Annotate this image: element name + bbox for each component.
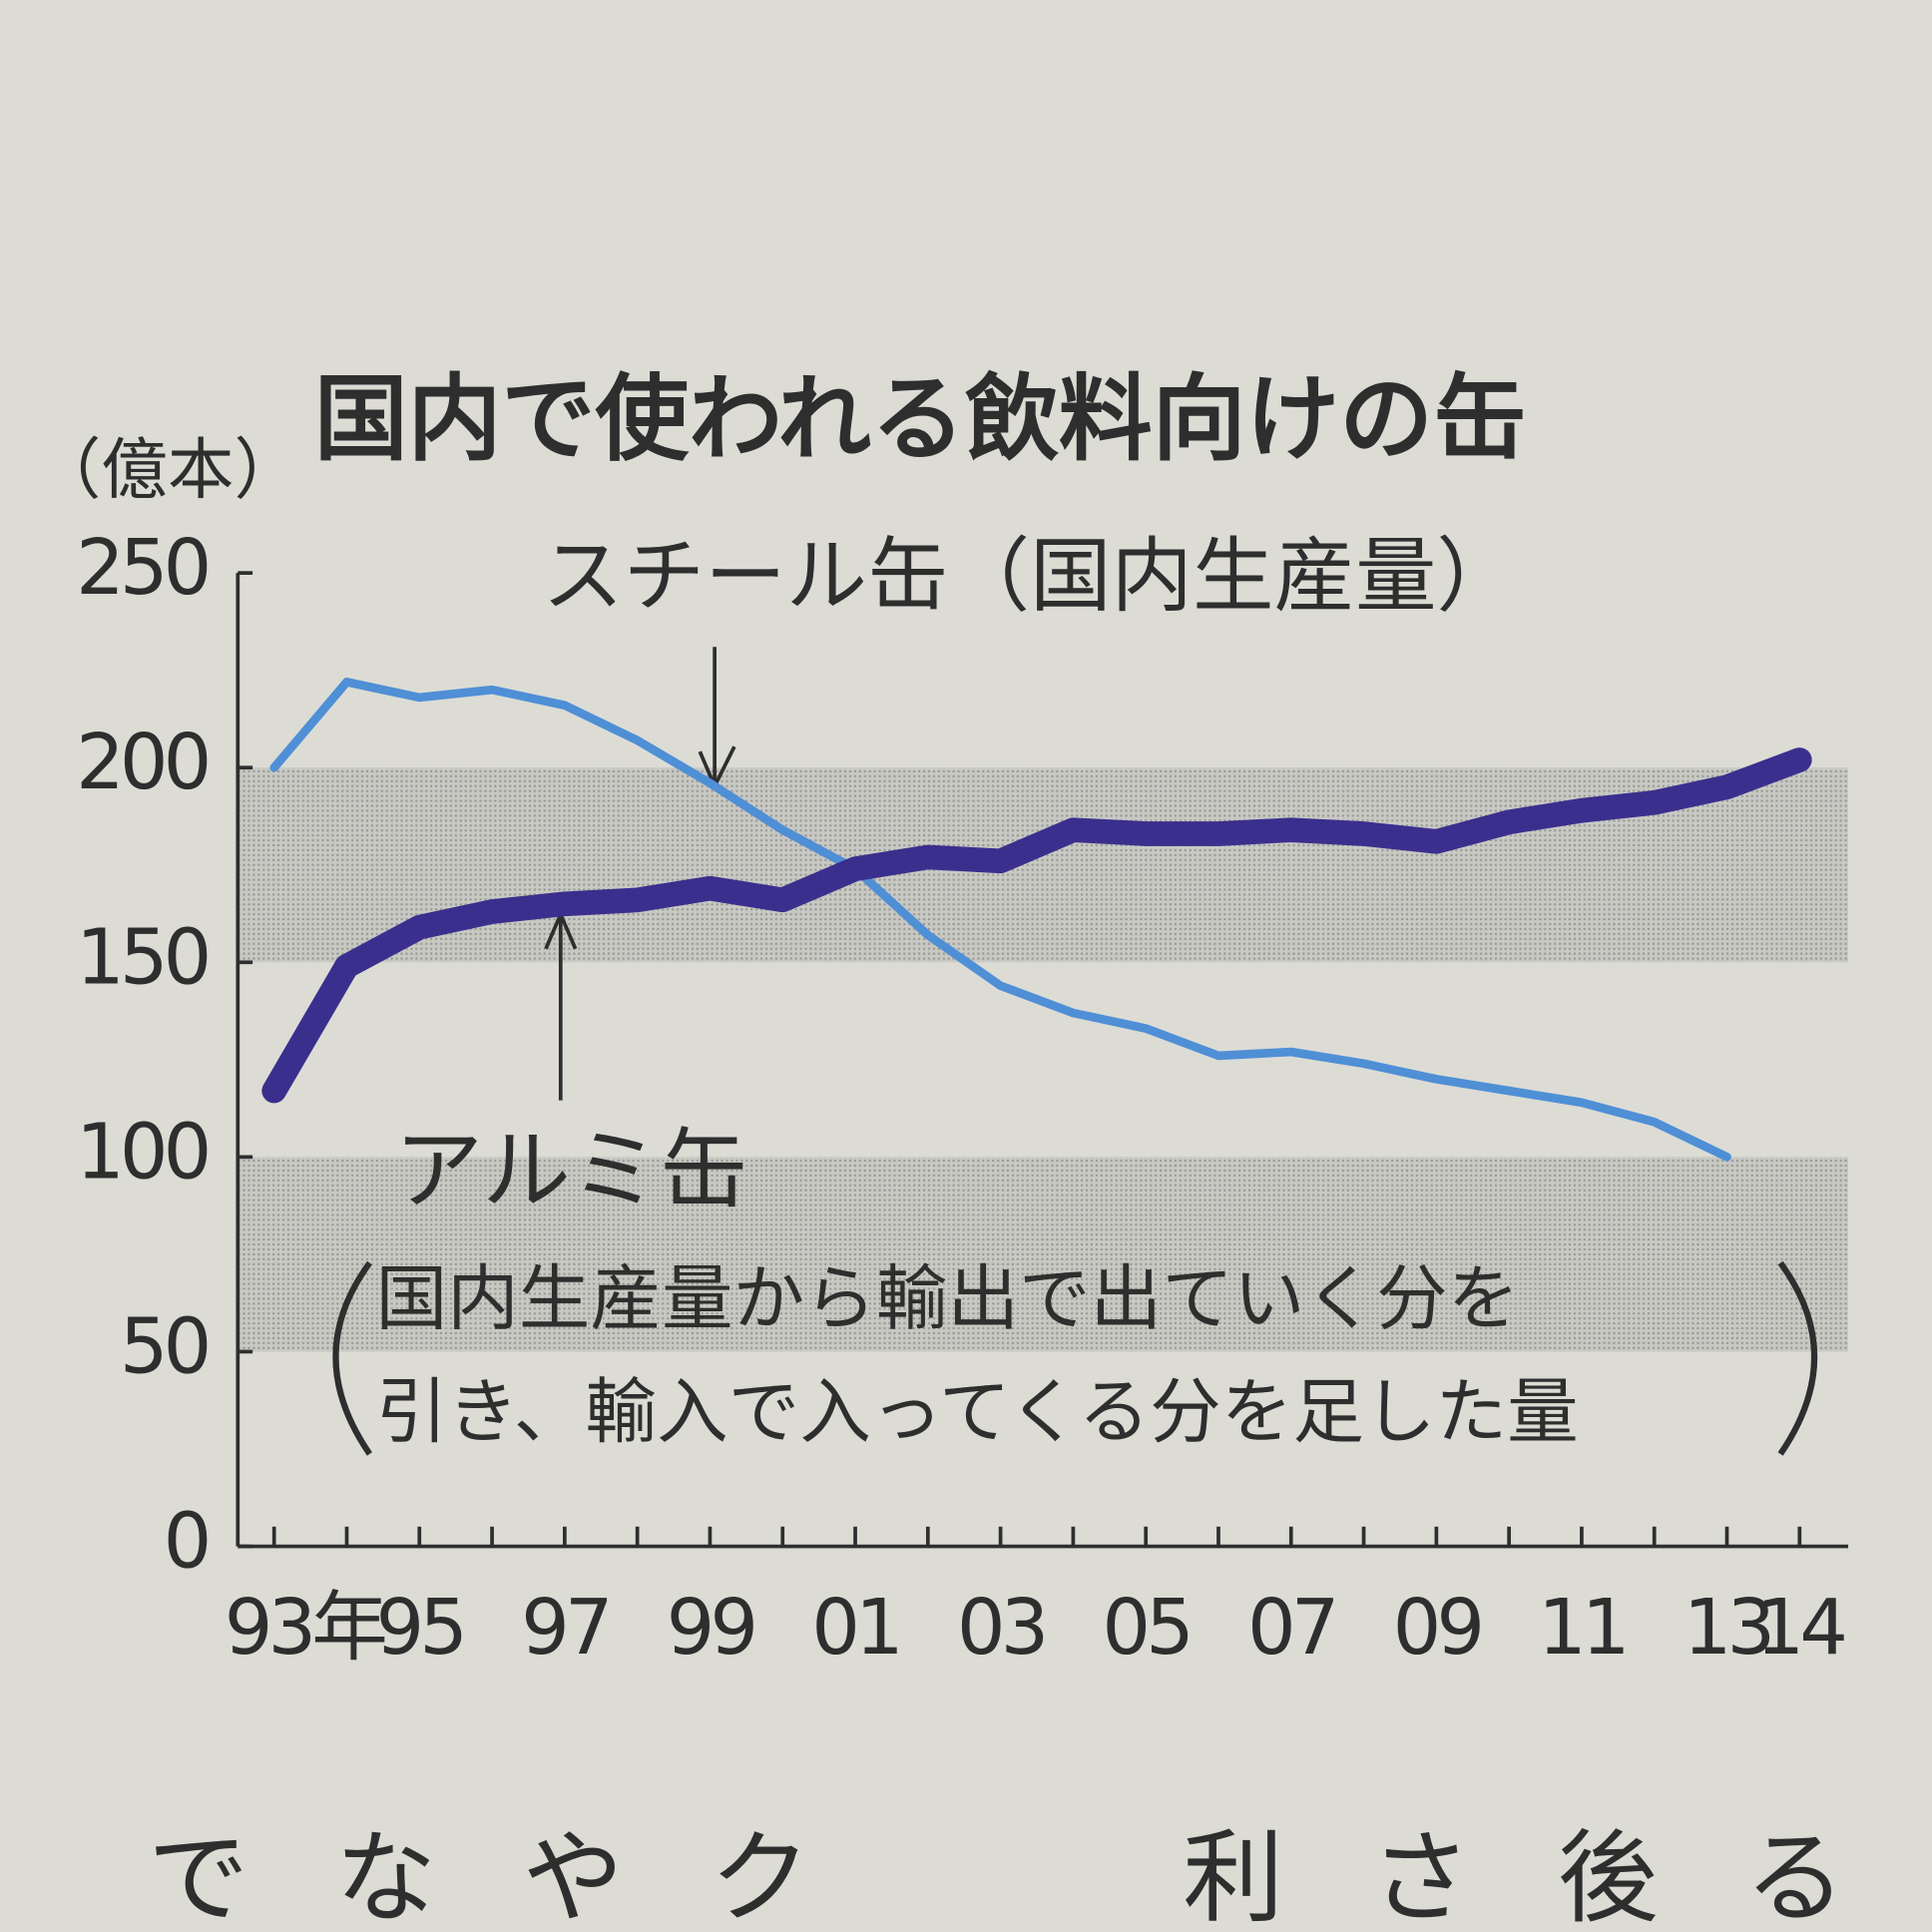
y-tick-label: 100: [76, 1108, 208, 1197]
series-line: [269, 678, 1731, 1162]
series-line: [261, 747, 1812, 1104]
x-tick-label: 09: [1393, 1584, 1481, 1673]
y-tick-label: 50: [120, 1302, 208, 1391]
y-tick-label: 150: [76, 913, 208, 1002]
x-tick-label: 99: [667, 1584, 754, 1673]
y-unit: （億本）: [35, 430, 301, 508]
x-tick-label: 95: [376, 1584, 464, 1673]
note-line: 引き、輸入で入ってくる分を足した量: [376, 1370, 1579, 1453]
paren-right: [1777, 1260, 1818, 1456]
x-tick-label: 14: [1756, 1584, 1845, 1673]
x-tick-label: 93年: [225, 1584, 386, 1673]
chart-title: 国内で使われる飲料向けの缶: [314, 365, 1527, 474]
x-tick-label: 05: [1102, 1584, 1190, 1673]
y-tick-label: 250: [76, 524, 208, 613]
y-tick-label: 0: [164, 1498, 208, 1587]
x-tick-label: 97: [521, 1584, 609, 1673]
body-text: 利さ後る: [1183, 1819, 1932, 1932]
x-tick-label: 11: [1538, 1584, 1626, 1673]
steel-label: スチール缶（国内生産量）: [542, 529, 1518, 624]
x-tick-label: 07: [1247, 1584, 1335, 1673]
body-text: でなやク: [148, 1819, 897, 1932]
y-tick-label: 200: [76, 719, 208, 807]
note-line: 国内生産量から輸出で出ていく分を: [376, 1257, 1520, 1340]
shaded-band: [238, 1157, 1849, 1352]
x-tick-label: 01: [811, 1584, 899, 1673]
aluminum-label: アルミ缶: [394, 1119, 748, 1222]
x-tick-label: 13: [1684, 1584, 1771, 1673]
x-tick-label: 03: [957, 1584, 1045, 1673]
paren-left: [332, 1260, 372, 1456]
